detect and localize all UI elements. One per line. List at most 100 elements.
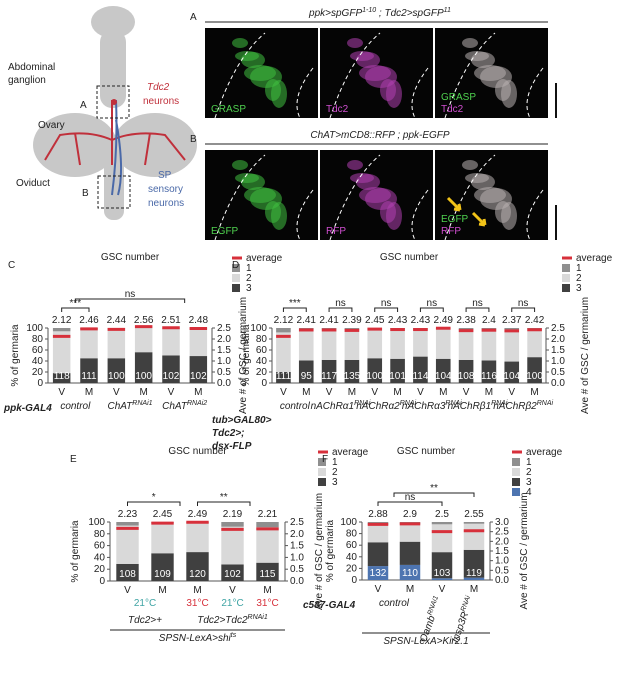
- x-tick-label: M: [158, 585, 166, 596]
- y2-tick-label: 0.0: [551, 378, 565, 389]
- y-axis-label: % of germaria: [10, 324, 21, 387]
- y2-tick-label: 0.5: [217, 367, 231, 378]
- y2-tick-label: 2.0: [217, 334, 231, 345]
- genotype: Tdc2>;: [212, 428, 245, 439]
- group-label: nAChRα3RNAi: [402, 400, 462, 412]
- signal: [265, 201, 281, 223]
- n-label: 111: [276, 371, 292, 382]
- channel-label: EGFP: [211, 226, 239, 237]
- sig-label: **: [220, 492, 228, 503]
- bar-segment: [463, 523, 485, 550]
- group-label-sup: RNAi1: [132, 400, 152, 407]
- genotype: dsx-FLP: [212, 441, 252, 452]
- y2-axis-label: Ave # of GSC / germarium: [238, 297, 249, 414]
- group-label: Tdc2>+: [128, 615, 162, 626]
- y-tick-label: 80: [256, 334, 268, 345]
- tdc2-cell: [111, 99, 117, 105]
- y2-tick-label: 1.0: [495, 556, 509, 567]
- bar-segment: [431, 578, 453, 580]
- n-label: 132: [370, 568, 387, 579]
- bar-segment: [344, 359, 360, 383]
- label: Oviduct: [16, 178, 50, 189]
- average-label: 2.41: [297, 315, 317, 326]
- outline: [214, 32, 314, 119]
- n-label: 104: [435, 371, 452, 382]
- average-label: 2.43: [388, 315, 408, 326]
- bar-segment: [527, 329, 542, 358]
- y2-tick-label: 1.0: [551, 356, 565, 367]
- n-label: 108: [458, 371, 475, 382]
- bar-segment: [367, 524, 389, 543]
- bar-segment: [399, 564, 421, 580]
- signal: [347, 38, 363, 48]
- group-label-text: control: [280, 401, 311, 412]
- x-tick-label: M: [393, 387, 401, 398]
- sig-label: ns: [381, 298, 392, 309]
- channel-label: GRASP: [441, 92, 476, 103]
- average-label: 2.44: [107, 315, 127, 326]
- panel-letter: D: [232, 260, 239, 271]
- legend-label: average: [332, 447, 369, 458]
- signal: [232, 38, 248, 48]
- signal: [244, 187, 276, 203]
- n-label: 115: [260, 569, 276, 580]
- signal: [235, 51, 259, 61]
- group-label: Tdc2>Tdc2RNAi1: [197, 614, 268, 626]
- average-label: 2.49: [188, 509, 208, 520]
- box-b: [97, 175, 131, 209]
- y-axis-label: % of germaria: [325, 519, 336, 582]
- legend-swatch: [232, 274, 240, 282]
- signal: [350, 51, 374, 61]
- panel-header-text: ChAT>mCD8::RFP ; ppk-EGFP: [310, 130, 450, 141]
- y-tick-label: 20: [346, 563, 358, 574]
- y2-tick-label: 0.0: [217, 378, 231, 389]
- bar-segment: [256, 527, 279, 563]
- bar-segment: [298, 328, 314, 329]
- label: ganglion: [8, 75, 46, 86]
- label: B: [82, 188, 89, 199]
- group-label-sup: RNAi: [445, 400, 462, 407]
- chart-title: GSC number: [101, 252, 160, 263]
- legend-swatch: [232, 284, 240, 292]
- y2-tick-label: 2.0: [495, 536, 509, 547]
- panel-letter: E: [70, 454, 77, 465]
- n-label: 102: [190, 371, 207, 382]
- group-label-text: control: [379, 598, 410, 609]
- footer-label-sup: ts: [231, 632, 237, 639]
- bar-segment: [527, 357, 542, 383]
- x-tick-label: M: [530, 387, 538, 398]
- temperature: 31°C: [186, 598, 208, 609]
- average-label: 2.39: [342, 315, 362, 326]
- y-tick-label: 0: [351, 575, 357, 586]
- x-tick-label: M: [263, 585, 271, 596]
- x-tick-label: M: [139, 387, 147, 398]
- bar-segment: [186, 522, 209, 553]
- x-tick-label: M: [439, 387, 447, 398]
- average-label: 2.38: [456, 315, 476, 326]
- bar-segment: [463, 549, 485, 578]
- n-label: 100: [108, 371, 125, 382]
- y-axis-label: % of germaria: [70, 520, 81, 583]
- label: A: [80, 100, 87, 111]
- x-tick-label: M: [406, 584, 414, 595]
- channel-label: GRASP: [211, 104, 246, 115]
- bar-segment: [80, 329, 98, 359]
- group-label: nAChRβ2RNAi: [493, 400, 553, 412]
- y-tick-label: 80: [94, 529, 106, 540]
- label: SP: [158, 170, 172, 181]
- genotype: ppk-GAL4: [3, 403, 52, 414]
- x-tick-label: V: [229, 585, 236, 596]
- average-label: 2.37: [502, 315, 522, 326]
- bar-segment: [344, 328, 360, 330]
- group-label-text: nAChRα1: [311, 401, 355, 412]
- x-tick-label: M: [485, 387, 493, 398]
- bar-segment: [221, 522, 244, 527]
- bar-segment: [134, 328, 153, 353]
- sig-bracket: [282, 307, 307, 312]
- panel-header-sup: 1-10: [362, 7, 376, 14]
- bar-segment: [151, 523, 174, 554]
- average-label: 2.46: [79, 315, 99, 326]
- group-label-sup: RNAi: [354, 400, 371, 407]
- n-label: 102: [163, 371, 180, 382]
